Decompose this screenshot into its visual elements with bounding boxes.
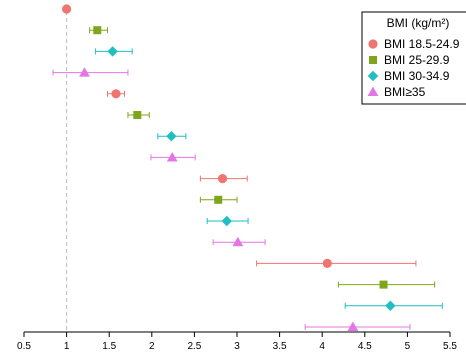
legend-title: BMI (kg/m²) bbox=[387, 16, 450, 30]
data-point-group bbox=[256, 258, 417, 268]
data-point-group bbox=[150, 152, 196, 162]
legend-label: BMI≥35 bbox=[384, 85, 426, 99]
legend-marker-diamond bbox=[367, 70, 379, 82]
data-point-triangle bbox=[166, 152, 178, 162]
data-point-square bbox=[379, 280, 388, 289]
x-tick-label: 3.5 bbox=[273, 341, 287, 352]
legend-label: BMI 18.5-24.9 bbox=[384, 37, 460, 51]
x-tick-label: 5 bbox=[405, 341, 411, 352]
legend-box bbox=[361, 11, 466, 105]
data-point-diamond bbox=[166, 131, 177, 142]
x-tick-label: 2 bbox=[149, 341, 155, 352]
data-point-group bbox=[212, 236, 266, 247]
data-point-group bbox=[89, 26, 108, 35]
data-point-square bbox=[214, 195, 223, 204]
data-point-group bbox=[106, 89, 126, 99]
x-tick-label: 4 bbox=[319, 341, 325, 352]
data-point-square bbox=[133, 111, 142, 119]
data-point-group bbox=[127, 111, 150, 119]
data-point-group bbox=[52, 67, 129, 77]
data-point-diamond bbox=[107, 46, 118, 57]
data-point-triangle bbox=[347, 321, 359, 332]
legend: BMI (kg/m²) BMI 18.5-24.9 BMI 25-29.9 BMI … bbox=[361, 11, 466, 105]
data-marks bbox=[52, 4, 443, 332]
data-point-diamond bbox=[385, 300, 396, 311]
data-point-group bbox=[199, 195, 238, 204]
data-point-group bbox=[344, 300, 443, 311]
data-point-group bbox=[304, 321, 411, 332]
x-tick-label: 5.5 bbox=[443, 341, 457, 352]
legend-label: BMI 30-34.9 bbox=[384, 69, 450, 83]
data-point-group bbox=[206, 215, 249, 227]
data-point-square bbox=[93, 26, 102, 35]
x-tick-label: 2.5 bbox=[187, 341, 201, 352]
x-tick-label: 1.5 bbox=[102, 341, 116, 352]
x-tick-label: 4.5 bbox=[358, 341, 372, 352]
data-point-circle bbox=[322, 258, 332, 268]
data-point-group bbox=[95, 46, 133, 57]
x-tick-label: 1 bbox=[64, 341, 70, 352]
data-point-group bbox=[199, 174, 248, 184]
x-tick-label: 3 bbox=[234, 341, 240, 352]
data-point-group bbox=[157, 131, 187, 142]
data-point-triangle bbox=[232, 236, 244, 247]
data-point-diamond bbox=[221, 215, 232, 227]
x-tick-label: 0.5 bbox=[17, 341, 31, 352]
data-point-group bbox=[337, 280, 436, 289]
legend-marker-square bbox=[369, 56, 377, 64]
data-point-circle bbox=[62, 4, 72, 14]
legend-marker-triangle bbox=[367, 86, 379, 97]
legend-label: BMI 25-29.9 bbox=[384, 53, 450, 67]
data-point-circle bbox=[111, 89, 121, 99]
data-point-triangle bbox=[79, 67, 90, 77]
legend-marker-circle bbox=[368, 39, 378, 49]
x-axis: 0.5 1 1.5 2 2.5 3 3.5 4 4.5 5 5.5 bbox=[17, 331, 457, 352]
data-point-circle bbox=[217, 174, 228, 184]
data-point-group bbox=[62, 4, 72, 14]
